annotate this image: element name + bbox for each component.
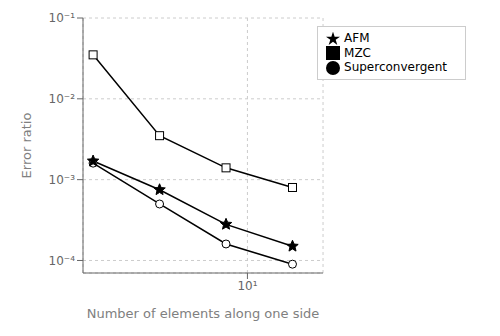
svg-text:10⁻²: 10⁻² xyxy=(49,92,76,106)
svg-text:10⁻⁴: 10⁻⁴ xyxy=(49,254,76,268)
svg-text:10¹: 10¹ xyxy=(237,279,257,293)
svg-text:10⁻¹: 10⁻¹ xyxy=(49,11,76,25)
svg-text:10⁻³: 10⁻³ xyxy=(49,173,76,187)
svg-text:Number of elements along one s: Number of elements along one side xyxy=(87,306,320,321)
html-text:AFM: AFM xyxy=(344,31,370,45)
html-text:Superconvergent: Superconvergent xyxy=(344,60,447,74)
svg-text:Error ratio: Error ratio xyxy=(19,113,34,179)
html-text:MZC: MZC xyxy=(344,45,371,60)
